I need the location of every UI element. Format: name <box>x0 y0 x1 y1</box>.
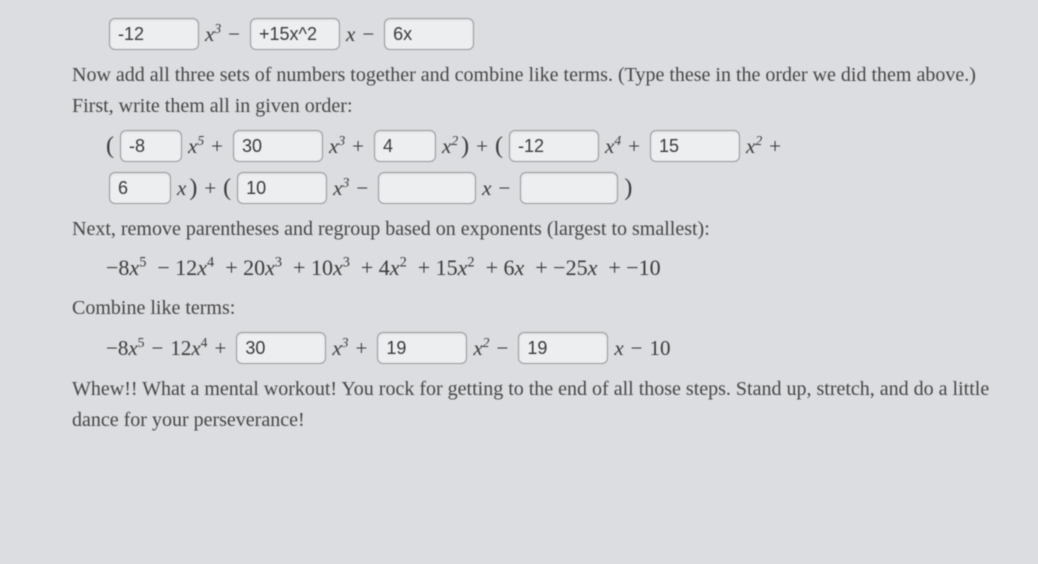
rparen: ) <box>189 175 197 202</box>
input-c3[interactable]: 19 <box>518 332 608 364</box>
term-neg8x5: −8x5 <box>106 336 145 361</box>
input-a2[interactable]: 30 <box>233 130 323 162</box>
equation-row-c: −8x5 − 12x4 + 30 x3 + 19 x2 − 19 x − 10 <box>72 332 1010 364</box>
input-r0-2[interactable]: +15x^2 <box>250 18 340 50</box>
instruction-combine: Combine like terms: <box>72 293 1010 324</box>
op-minus: − <box>228 22 240 47</box>
term-x: x <box>614 336 623 361</box>
term-12x4: 12x4 <box>170 336 207 361</box>
input-a1[interactable]: -8 <box>120 130 182 162</box>
op-minus: − <box>499 176 511 201</box>
op-plus: + <box>352 134 364 159</box>
input-a4[interactable]: -12 <box>509 130 599 162</box>
lparen: ( <box>223 175 231 202</box>
input-a5[interactable]: 15 <box>650 130 740 162</box>
instruction-regroup: Next, remove parentheses and regroup bas… <box>72 214 1010 245</box>
expanded-expression: −8x5 − 12x4 + 20x3 + 10x3 + 4x2 + 15x2 +… <box>72 255 1010 281</box>
term-x2: x2 <box>746 134 762 159</box>
input-c1[interactable]: 30 <box>236 332 326 364</box>
equation-row-0: -12 x3 − +15x^2 x − 6x <box>72 18 1010 50</box>
input-a7[interactable]: 10 <box>237 172 327 204</box>
op-plus: + <box>769 134 781 159</box>
term-x: x <box>177 176 186 201</box>
equation-row-a2: 6 x ) + ( 10 x3 − x − ) <box>72 172 1010 204</box>
equation-row-a: ( -8 x5 + 30 x3 + 4 x2 ) + ( -12 x4 + 15… <box>72 130 1010 162</box>
term-x: x <box>346 22 355 47</box>
term-x3: x3 <box>332 336 348 361</box>
encouragement-text: Whew!! What a mental workout! You rock f… <box>72 374 1010 436</box>
op-plus: + <box>215 336 227 361</box>
lparen: ( <box>495 133 503 160</box>
rparen: ) <box>461 133 469 160</box>
input-r0-1[interactable]: -12 <box>109 18 199 50</box>
rparen: ) <box>624 175 632 202</box>
term-x3: x3 <box>333 176 349 201</box>
term-x2: x2 <box>473 336 489 361</box>
instruction-add-sets: Now add all three sets of numbers togeth… <box>72 60 1010 122</box>
op-minus: − <box>362 22 374 47</box>
op-minus: − <box>152 336 164 361</box>
input-a9[interactable] <box>520 172 618 204</box>
term-x4: x4 <box>605 134 621 159</box>
input-a3[interactable]: 4 <box>374 130 436 162</box>
term-10: 10 <box>650 336 671 361</box>
input-a8[interactable] <box>378 172 476 204</box>
term-x3: x3 <box>205 22 221 47</box>
op-minus: − <box>356 176 368 201</box>
term-x2: x2 <box>442 134 458 159</box>
op-plus: + <box>628 134 640 159</box>
op-plus: + <box>204 176 216 201</box>
op-plus: + <box>356 336 368 361</box>
term-x3: x3 <box>329 134 345 159</box>
term-x5: x5 <box>188 134 204 159</box>
input-c2[interactable]: 19 <box>377 332 467 364</box>
op-minus: − <box>497 336 509 361</box>
input-r0-3[interactable]: 6x <box>384 18 474 50</box>
input-a6[interactable]: 6 <box>109 172 171 204</box>
op-plus: + <box>476 134 488 159</box>
term-x: x <box>482 176 491 201</box>
op-plus: + <box>211 134 223 159</box>
op-minus: − <box>631 336 643 361</box>
lparen: ( <box>106 133 114 160</box>
